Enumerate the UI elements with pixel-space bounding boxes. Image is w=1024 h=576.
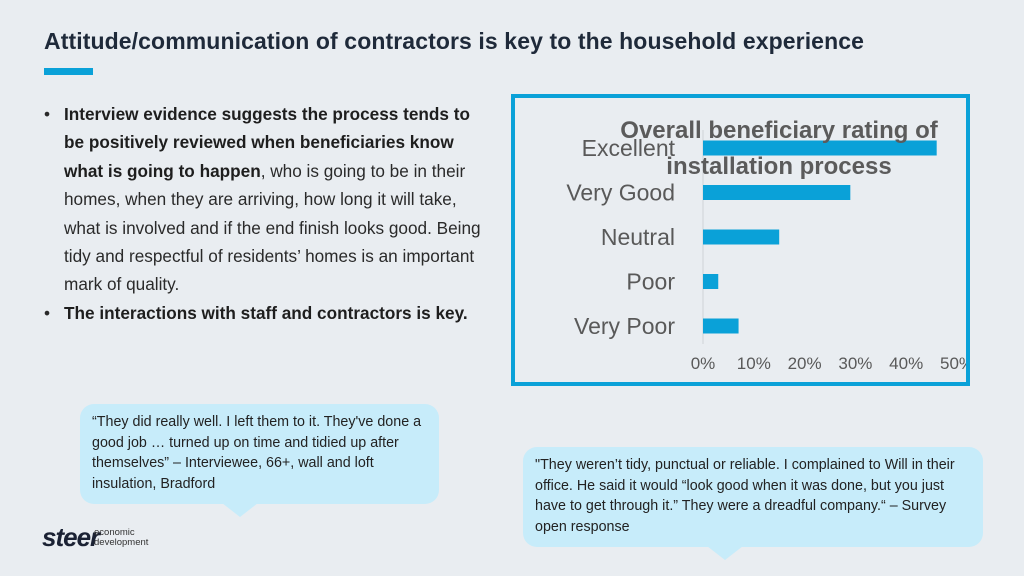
bar — [703, 229, 780, 245]
quote-bubble-interviewee: “They did really well. I left them to it… — [80, 404, 439, 517]
x-tick-label: 30% — [838, 354, 872, 373]
quote-bubble-tail — [222, 503, 258, 517]
chart-panel: Excellent Very Good Neutral Poor Very Poor 0%… — [511, 94, 970, 386]
bullet-bold-text: The interactions with staff and contract… — [64, 302, 468, 323]
quote-text: "They weren’t tidy, punctual or reliable… — [535, 457, 955, 535]
bullet-list: Interview evidence suggests the process … — [44, 100, 484, 328]
bullet-item: The interactions with staff and contract… — [44, 299, 484, 328]
category-label: Very Poor — [574, 313, 675, 339]
quote-bubble-tail — [707, 546, 743, 560]
logo-wordmark: steer — [42, 522, 100, 552]
quote-text: “They did really well. I left them to it… — [92, 414, 422, 492]
title-accent-bar — [44, 68, 93, 75]
bar-chart: Excellent Very Good Neutral Poor Very Poor 0%… — [566, 130, 966, 373]
logo-subtitle-line: economic — [94, 527, 135, 538]
bar — [703, 318, 739, 334]
x-tick-label: 0% — [691, 354, 716, 373]
bar — [703, 140, 937, 156]
bar — [703, 274, 719, 289]
bullet-text: , who is going to be in their homes, whe… — [64, 160, 481, 295]
steer-logo: steer economic development — [42, 522, 148, 553]
page-title: Attitude/communication of contractors is… — [44, 28, 865, 54]
x-tick-label: 20% — [788, 354, 822, 373]
x-tick-label: 40% — [889, 354, 923, 373]
chart-title: Overall beneficiary rating of installati… — [620, 117, 938, 180]
logo-subtitle: economic development — [94, 528, 148, 548]
category-label: Excellent — [582, 135, 676, 161]
x-tick-label: 50% — [940, 354, 966, 373]
category-label: Poor — [626, 269, 675, 295]
logo-subtitle-line: development — [94, 537, 149, 548]
bullet-item: Interview evidence suggests the process … — [44, 100, 484, 299]
category-label: Very Good — [566, 180, 675, 206]
bullet-bold-text: Interview evidence suggests the process … — [64, 104, 470, 181]
bar — [703, 185, 851, 200]
quote-bubble-survey: "They weren’t tidy, punctual or reliable… — [523, 447, 983, 560]
category-label: Neutral — [601, 224, 675, 250]
x-tick-label: 10% — [737, 354, 771, 373]
